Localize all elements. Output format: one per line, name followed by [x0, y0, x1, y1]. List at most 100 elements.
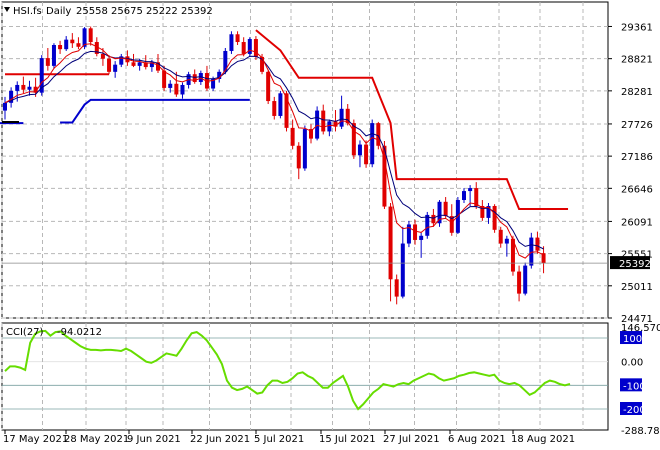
- candle-body: [131, 62, 136, 66]
- candle[interactable]: [406, 220, 411, 248]
- candle[interactable]: [39, 55, 44, 96]
- candle[interactable]: [364, 140, 369, 168]
- candle-body: [333, 121, 338, 127]
- cci-series-line[interactable]: [4, 329, 571, 411]
- candle[interactable]: [333, 109, 338, 132]
- candles[interactable]: [3, 26, 546, 305]
- price-tick-label: 27186: [621, 152, 653, 163]
- candle[interactable]: [400, 226, 405, 299]
- cci-tick-label: -200: [623, 405, 646, 416]
- candle-body: [137, 62, 142, 66]
- candle[interactable]: [486, 202, 491, 224]
- candle[interactable]: [21, 76, 26, 94]
- candle-body: [21, 84, 26, 90]
- candle[interactable]: [370, 119, 375, 168]
- candle[interactable]: [327, 119, 332, 137]
- candle[interactable]: [315, 106, 320, 141]
- candle[interactable]: [168, 80, 173, 93]
- candle-body: [33, 86, 38, 93]
- candle-body: [345, 108, 350, 124]
- candle[interactable]: [113, 61, 118, 78]
- candle[interactable]: [76, 37, 81, 50]
- candle-body: [400, 243, 405, 297]
- candle[interactable]: [309, 124, 313, 144]
- date-tick-label: 15 Jul 2021: [319, 434, 376, 445]
- candle[interactable]: [107, 55, 112, 75]
- candle[interactable]: [58, 40, 63, 54]
- candle[interactable]: [272, 96, 277, 120]
- candle[interactable]: [9, 87, 14, 108]
- candle[interactable]: [462, 188, 466, 203]
- candle[interactable]: [70, 33, 75, 48]
- candle-body: [364, 144, 369, 165]
- candle[interactable]: [217, 69, 222, 83]
- candle[interactable]: [302, 125, 307, 171]
- candle[interactable]: [235, 31, 240, 46]
- candle[interactable]: [529, 232, 534, 269]
- candle[interactable]: [131, 53, 136, 68]
- candle[interactable]: [339, 95, 344, 130]
- candle[interactable]: [100, 47, 105, 66]
- price-tick-label: 29361: [621, 22, 653, 33]
- candle[interactable]: [480, 200, 485, 221]
- candle[interactable]: [290, 119, 295, 150]
- candle-body: [100, 53, 105, 59]
- candle[interactable]: [247, 37, 252, 57]
- candle[interactable]: [296, 142, 301, 180]
- candle[interactable]: [162, 65, 167, 91]
- candle[interactable]: [3, 96, 7, 120]
- candle[interactable]: [510, 235, 515, 276]
- candle[interactable]: [266, 70, 271, 105]
- candle-body: [419, 235, 424, 240]
- candle[interactable]: [449, 204, 454, 236]
- candle-body: [302, 129, 307, 169]
- price-tick-label: 26646: [621, 184, 653, 195]
- candle-body: [357, 144, 362, 156]
- candle[interactable]: [119, 53, 124, 68]
- cci-header-value: -94.0212: [57, 327, 102, 338]
- cci-line[interactable]: [4, 329, 571, 411]
- candle[interactable]: [229, 31, 234, 54]
- candle-body: [39, 58, 44, 93]
- candle-body: [211, 78, 216, 89]
- candle-body: [309, 129, 313, 139]
- main-panel: [0, 1, 609, 319]
- candle[interactable]: [419, 232, 424, 258]
- candle[interactable]: [143, 55, 148, 70]
- candle[interactable]: [51, 43, 56, 69]
- candle[interactable]: [443, 197, 448, 218]
- collapse-triangle-icon[interactable]: [4, 7, 10, 12]
- cci-level-box: [620, 331, 642, 345]
- candle[interactable]: [88, 26, 93, 46]
- candle-body: [339, 108, 344, 127]
- candle[interactable]: [174, 71, 179, 97]
- candle[interactable]: [278, 90, 283, 119]
- candle[interactable]: [517, 265, 522, 302]
- candle[interactable]: [192, 69, 197, 84]
- price-tick-label: 27726: [621, 120, 653, 131]
- candle[interactable]: [523, 262, 528, 296]
- candle[interactable]: [388, 202, 393, 302]
- candle[interactable]: [504, 235, 509, 257]
- candle[interactable]: [241, 37, 246, 57]
- candle[interactable]: [437, 200, 442, 227]
- candle[interactable]: [541, 246, 546, 274]
- candle[interactable]: [425, 211, 430, 239]
- candle[interactable]: [357, 140, 362, 168]
- candle[interactable]: [535, 231, 540, 254]
- candle[interactable]: [498, 226, 503, 248]
- candle-body: [260, 56, 265, 72]
- candle[interactable]: [180, 82, 185, 99]
- candle[interactable]: [382, 140, 387, 209]
- candle[interactable]: [492, 204, 497, 233]
- candle[interactable]: [45, 47, 50, 71]
- candle[interactable]: [394, 274, 399, 305]
- candle[interactable]: [27, 80, 32, 96]
- candle[interactable]: [413, 219, 418, 245]
- candle-body: [462, 191, 466, 201]
- candle[interactable]: [64, 36, 69, 51]
- candle-body: [241, 42, 246, 54]
- candle[interactable]: [474, 182, 479, 209]
- date-tick-label: 9 Jun 2021: [127, 434, 181, 445]
- candle[interactable]: [82, 27, 87, 50]
